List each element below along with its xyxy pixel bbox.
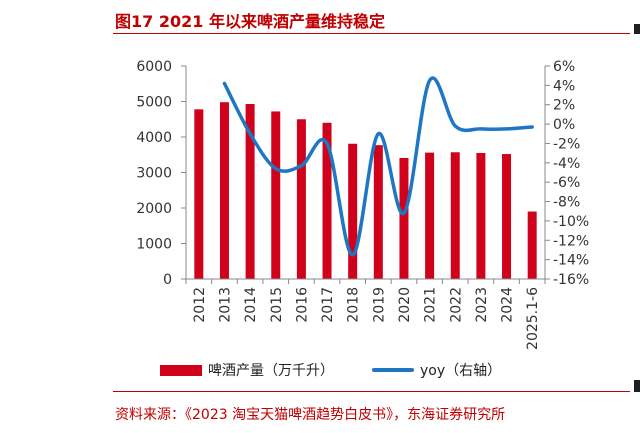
left-tick-label: 1000	[136, 237, 172, 253]
bar	[271, 111, 281, 279]
right-tick-label: 6%	[553, 59, 575, 75]
title-divider	[113, 33, 630, 34]
legend-item-line: yoy（右轴）	[372, 360, 501, 380]
legend-line-label: yoy（右轴）	[420, 363, 502, 379]
source-divider	[113, 391, 630, 392]
right-tick-label: -4%	[553, 156, 580, 172]
x-tick-label: 2025.1-6	[525, 287, 541, 350]
x-tick-label: 2014	[243, 287, 259, 323]
adjacent-page-edge-bottom	[634, 380, 640, 392]
yoy-line	[222, 76, 534, 257]
right-tick-label: -2%	[553, 136, 580, 152]
legend-bar-label: 啤酒产量（万千升）	[208, 363, 334, 379]
bar	[373, 145, 383, 279]
figure-title: 图17 2021 年以来啤酒产量维持稳定	[115, 12, 385, 31]
x-tick-label: 2023	[474, 287, 490, 323]
left-tick-label: 5000	[136, 95, 172, 111]
x-tick-label: 2020	[397, 287, 413, 323]
bar	[322, 122, 332, 279]
left-tick-label: 0	[163, 272, 172, 288]
chart-canvas: 0 1000 2000 3000 4000 5000 6000 6% 4% 2% 0% -2% -4%…	[136, 59, 589, 350]
left-tick-label: 6000	[136, 59, 172, 75]
right-axis: 6% 4% 2% 0% -2% -4% -6% -8% -10% -12% -14% -16%	[544, 59, 589, 288]
bar	[450, 152, 460, 279]
x-tick-label: 2017	[320, 287, 336, 323]
bar	[425, 152, 435, 279]
x-tick-label: 2018	[346, 287, 362, 323]
bar	[219, 102, 229, 280]
right-tick-label: 4%	[553, 78, 575, 94]
bar	[502, 154, 512, 279]
left-tick-label: 2000	[136, 201, 172, 217]
line-series	[222, 76, 534, 257]
right-tick-label: 2%	[553, 98, 575, 114]
x-tick-label: 2012	[192, 287, 208, 323]
x-tick-label: 2013	[217, 287, 233, 323]
bar	[245, 103, 255, 279]
right-tick-label: -6%	[553, 175, 580, 191]
legend-item-bar: 啤酒产量（万千升）	[160, 360, 334, 380]
x-tick-label: 2022	[448, 287, 464, 323]
right-tick-label: -12%	[553, 233, 589, 249]
bar	[296, 119, 306, 279]
x-tick-label: 2015	[269, 287, 285, 323]
adjacent-page-edge-top	[634, 24, 640, 34]
bar	[399, 157, 409, 279]
bar-series	[194, 102, 537, 280]
x-tick-label: 2021	[423, 287, 439, 323]
legend-bar-swatch	[160, 364, 202, 376]
right-tick-label: 0%	[553, 117, 575, 133]
x-tick-label: 2016	[294, 287, 310, 323]
x-tick-label: 2024	[500, 287, 516, 323]
bar	[476, 152, 486, 279]
left-tick-label: 4000	[136, 130, 172, 146]
x-tick-label: 2019	[371, 287, 387, 323]
bar	[348, 143, 358, 279]
right-tick-label: -16%	[553, 272, 589, 288]
right-tick-label: -10%	[553, 214, 589, 230]
right-tick-label: -8%	[553, 195, 580, 211]
bar	[527, 211, 537, 279]
left-tick-label: 3000	[136, 166, 172, 182]
legend-line-swatch	[372, 368, 414, 372]
bar	[194, 109, 204, 279]
source-note: 资料来源：《2023 淘宝天猫啤酒趋势白皮书》，东海证券研究所	[115, 407, 506, 423]
left-axis: 0 1000 2000 3000 4000 5000 6000	[136, 59, 187, 288]
x-axis: 2012 2013 2014 2015 2016 2017 2018 2019 2020 2021…	[185, 278, 546, 350]
right-tick-label: -14%	[553, 253, 589, 269]
